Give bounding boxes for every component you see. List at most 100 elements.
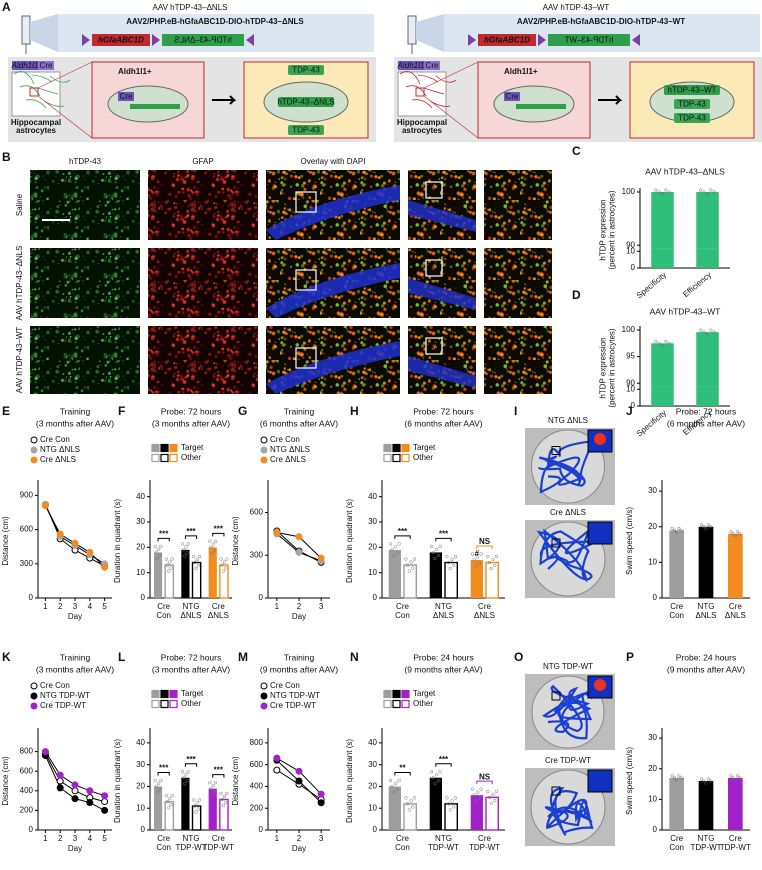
bar — [445, 804, 457, 830]
chart-title: AAV hTDP-43–ΔNLS — [645, 166, 725, 176]
sig-bracket — [395, 772, 410, 775]
bar — [651, 192, 674, 268]
significance: *** — [398, 527, 408, 536]
bar-dot — [435, 548, 438, 551]
chart-title: (6 months after AAV) — [667, 418, 745, 428]
bar-dot — [486, 555, 489, 558]
y-tick-label: 30 — [368, 517, 377, 526]
y-tick-label: 100 — [622, 187, 636, 196]
y-tick-label: 300 — [20, 559, 34, 568]
x-tick-label: 5 — [102, 602, 107, 611]
bar-dot — [678, 775, 681, 778]
chart-title: Probe: 72 hours — [676, 406, 736, 416]
bar-dot — [394, 782, 397, 785]
x-tick-label: Cre — [670, 602, 683, 611]
y-tick-label: 20 — [648, 522, 657, 531]
bar — [699, 527, 714, 598]
legend-swatch — [152, 445, 159, 452]
legend-swatch — [170, 445, 177, 452]
y-tick-label: 200 — [20, 806, 34, 815]
bar-dot — [451, 799, 454, 802]
bar-dot — [192, 555, 195, 558]
bar-dot — [208, 781, 211, 784]
inset-label: iv — [431, 264, 437, 273]
chart-title: (9 months after AAV) — [260, 664, 338, 674]
legend-swatch — [152, 701, 159, 708]
legend-label: Cre ΔNLS — [40, 455, 76, 464]
legend-swatch — [384, 445, 391, 452]
chart-title: Probe: 72 hours — [161, 406, 221, 416]
x-tick-label: 1 — [43, 602, 48, 611]
bar-dot — [165, 794, 168, 797]
bar-dot — [157, 548, 160, 551]
x-tick-label: 3 — [319, 834, 324, 843]
x-tick-label: 3 — [73, 602, 78, 611]
sig-bracket — [213, 533, 224, 536]
y-tick-label: 40 — [368, 492, 377, 501]
legend-marker — [261, 703, 267, 709]
point — [72, 540, 78, 546]
y-tick-label: 800 — [250, 738, 264, 747]
line — [45, 505, 104, 564]
vector-name: AAV2/PHP.eB-hGfaABC1D-DIO-hTDP-43–ΔNLS — [126, 17, 304, 26]
point — [87, 800, 93, 806]
legend-swatch — [393, 455, 400, 462]
inset-label: iii — [303, 276, 309, 285]
inset-label: vi — [431, 342, 437, 351]
y-tick-label: 900 — [20, 491, 34, 500]
legend-label: Cre ΔNLS — [270, 455, 306, 464]
marker: Aldh1l1+ — [504, 67, 538, 76]
significance: NS — [479, 537, 491, 546]
y-tick-label: 0 — [373, 825, 378, 834]
cre-nucleus: Cre — [506, 92, 519, 101]
significance: NS — [479, 772, 491, 781]
bar — [486, 563, 498, 598]
significance: *** — [186, 755, 196, 764]
legend-label: Target — [413, 443, 436, 452]
bar-dot — [223, 795, 226, 798]
y-tick-label: 20 — [368, 542, 377, 551]
bar-dot — [492, 558, 495, 561]
cre: Cre — [426, 61, 439, 70]
point — [57, 772, 63, 778]
x-tick-label: 2 — [297, 834, 302, 843]
legend-marker — [261, 683, 267, 689]
bar — [430, 778, 442, 830]
bar-dot — [439, 545, 442, 548]
micrograph — [484, 170, 552, 240]
bar — [154, 786, 162, 830]
bar-dot — [699, 329, 702, 332]
panel-letter: C — [572, 144, 581, 158]
x-tick-label: NTG — [698, 834, 715, 843]
bar-dot — [480, 553, 483, 556]
legend-marker — [261, 437, 267, 443]
column-header: hTDP-43 — [69, 157, 102, 166]
bar-dot — [171, 794, 174, 797]
y-tick-label: 0 — [141, 825, 146, 834]
heatmap-inset — [588, 770, 612, 792]
y-tick-label: 40 — [368, 738, 377, 747]
x-tick-label: 3 — [319, 602, 324, 611]
bar-dot — [451, 558, 454, 561]
y-tick-label: 40 — [136, 492, 145, 501]
point — [72, 782, 78, 788]
legend-marker — [31, 693, 37, 699]
column-header: GFAP — [192, 157, 213, 166]
line — [45, 506, 104, 568]
bar-dot — [707, 778, 710, 781]
bar-dot — [185, 773, 188, 776]
x-tick-label: 2 — [58, 834, 63, 843]
legend-label: NTG TDP-WT — [40, 691, 90, 700]
bar-dot — [736, 531, 739, 534]
bar-dot — [665, 340, 668, 343]
bar — [471, 560, 483, 598]
panel-title: AAV hTDP-43–ΔNLS — [152, 3, 227, 12]
map-label: NTG ΔNLS — [548, 416, 588, 425]
bar-dot — [181, 542, 184, 545]
y-axis-label: Duration in quadrant (s) — [345, 739, 354, 823]
bar-dot — [208, 540, 211, 543]
bar-dot — [654, 189, 657, 192]
bar-dot — [212, 784, 215, 787]
x-tick-label: Con — [669, 843, 684, 852]
bar-dot — [220, 558, 223, 561]
